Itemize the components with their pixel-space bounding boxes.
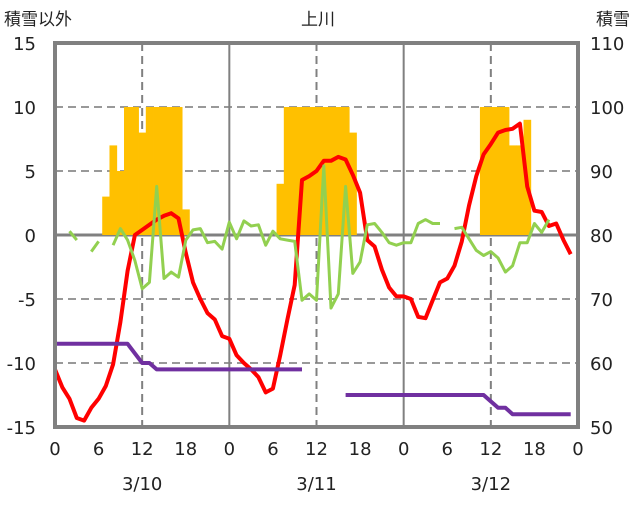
- right-tick-label: 100: [590, 98, 624, 119]
- bar: [124, 107, 132, 235]
- bar: [298, 107, 307, 235]
- bar: [334, 107, 343, 235]
- line-series: [53, 121, 573, 423]
- purple-series-line: [55, 341, 571, 417]
- chart-title: 上川: [301, 10, 335, 30]
- bar: [116, 171, 125, 235]
- left-tick-label: -10: [7, 354, 36, 375]
- bar: [501, 107, 510, 235]
- bar: [479, 107, 488, 235]
- red-series-line: [53, 121, 573, 423]
- right-tick-label: 90: [590, 162, 613, 183]
- bar: [102, 196, 110, 235]
- date-label: 3/10: [122, 474, 162, 495]
- bar: [508, 145, 517, 235]
- left-tick-label: 0: [25, 226, 36, 247]
- bar: [349, 132, 357, 235]
- bar: [182, 209, 190, 235]
- right-axis-title: 積雪: [596, 10, 630, 30]
- x-tick-label: 18: [349, 439, 372, 460]
- bar: [174, 107, 183, 235]
- left-tick-label: 15: [13, 34, 36, 55]
- bar: [109, 145, 118, 235]
- x-tick-label: 12: [131, 439, 154, 460]
- bar: [305, 107, 314, 235]
- left-tick-label: -5: [18, 290, 36, 311]
- plot-frame: [53, 41, 580, 429]
- bar: [327, 107, 336, 235]
- x-tick-label: 12: [479, 439, 502, 460]
- x-tick-label: 12: [305, 439, 328, 460]
- bar: [131, 107, 139, 235]
- bar: [291, 107, 299, 235]
- right-tick-label: 80: [590, 226, 613, 247]
- bar: [341, 107, 350, 235]
- bar: [153, 107, 161, 235]
- bar: [276, 183, 285, 235]
- x-tick-label: 18: [523, 439, 546, 460]
- left-axis-title: 積雪以外: [4, 10, 72, 30]
- green-series-line: [68, 164, 551, 310]
- bar: [145, 107, 154, 235]
- right-tick-label: 70: [590, 290, 613, 311]
- axis-labels: 積雪以外 上川 積雪: [4, 10, 630, 30]
- x-tick-label: 0: [49, 439, 60, 460]
- bar: [487, 107, 495, 235]
- bar: [494, 107, 503, 235]
- left-tick-label: -15: [7, 418, 36, 439]
- left-tick-label: 10: [13, 98, 36, 119]
- date-label: 3/11: [296, 474, 336, 495]
- bar: [138, 132, 147, 235]
- x-tick-label: 0: [572, 439, 583, 460]
- x-tick-label: 18: [174, 439, 197, 460]
- left-tick-label: 5: [25, 162, 36, 183]
- right-tick-label: 50: [590, 418, 613, 439]
- x-tick-label: 0: [224, 439, 235, 460]
- right-tick-label: 60: [590, 354, 613, 375]
- bar: [167, 107, 176, 235]
- x-tick-label: 6: [93, 439, 104, 460]
- bar: [160, 107, 168, 235]
- bar: [283, 107, 292, 235]
- x-tick-label: 6: [442, 439, 453, 460]
- bar: [516, 145, 524, 235]
- right-tick-label: 110: [590, 34, 624, 55]
- x-tick-label: 0: [398, 439, 409, 460]
- date-label: 3/12: [471, 474, 511, 495]
- x-tick-label: 6: [267, 439, 278, 460]
